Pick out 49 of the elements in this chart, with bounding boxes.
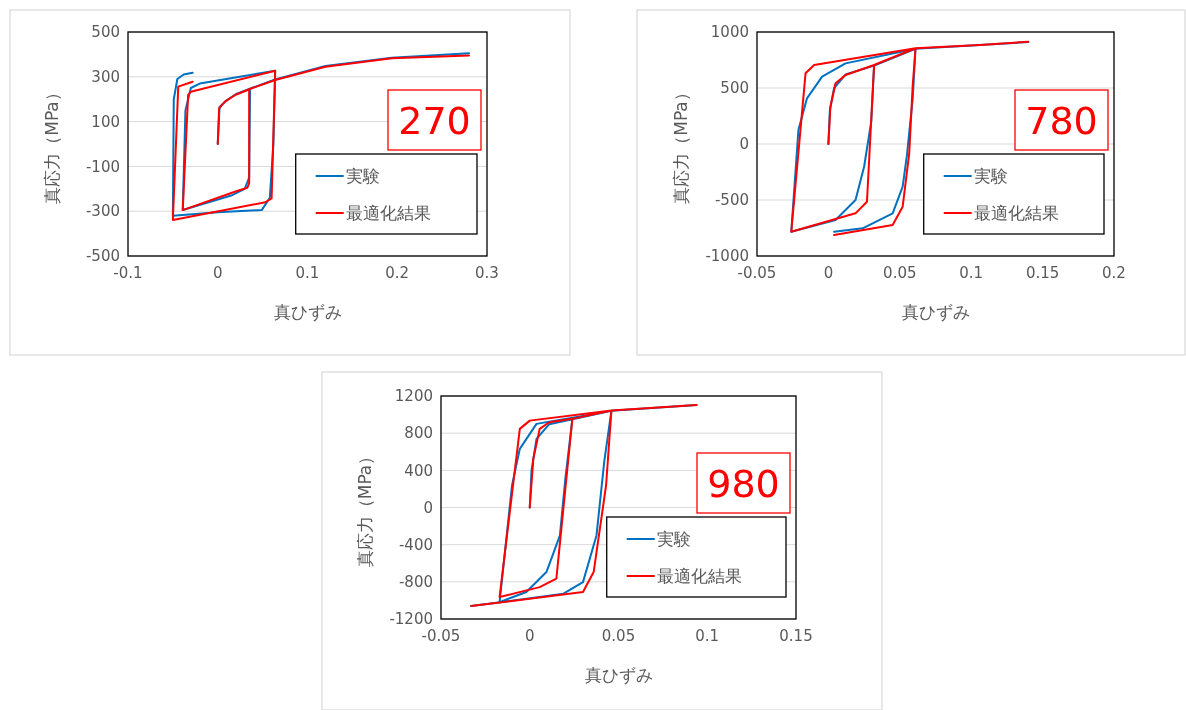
- x-tick-label: 0: [524, 627, 535, 645]
- y-tick-label: 300: [91, 68, 120, 87]
- y-axis-title: 真応力（MPa）: [42, 84, 62, 204]
- y-axis-title: 真応力（MPa）: [671, 84, 691, 204]
- x-tick-label: 0.1: [695, 627, 720, 645]
- x-tick-label: 0.15: [779, 627, 813, 645]
- legend-label: 実験: [973, 165, 1008, 186]
- y-tick-label: -400: [398, 535, 433, 554]
- x-axis-title: 真ひずみ: [273, 302, 342, 322]
- y-tick-label: 500: [91, 23, 120, 42]
- y-tick-label: -500: [85, 247, 120, 266]
- y-tick-label: 500: [720, 79, 749, 98]
- annotation: 980: [707, 461, 780, 506]
- x-tick-label: 0.3: [475, 264, 499, 282]
- x-tick-label: 0.2: [385, 264, 410, 282]
- x-tick-label: -0.05: [421, 627, 461, 645]
- legend-label: 実験: [656, 528, 691, 549]
- x-tick-label: 0.1: [295, 264, 320, 282]
- y-tick-label: 400: [404, 461, 433, 480]
- y-tick-label: -1000: [705, 247, 749, 266]
- y-tick-label: 0: [739, 135, 749, 154]
- x-axis-title: 真ひずみ: [901, 302, 970, 322]
- annotation: 780: [1025, 98, 1098, 143]
- legend-label: 最適化結果: [345, 202, 431, 223]
- x-tick-label: 0.1: [959, 264, 984, 282]
- x-tick-label: 0.05: [883, 264, 917, 282]
- x-tick-label: 0: [212, 264, 223, 282]
- y-tick-label: 0: [423, 498, 433, 517]
- x-tick-label: -0.1: [113, 264, 143, 282]
- legend-label: 最適化結果: [656, 565, 742, 586]
- y-tick-label: 1000: [710, 23, 749, 42]
- y-tick-label: -800: [398, 573, 433, 592]
- x-axis-title: 真ひずみ: [584, 665, 653, 685]
- x-tick-label: -0.05: [737, 264, 777, 282]
- y-tick-label: 100: [91, 112, 120, 131]
- legend-label: 最適化結果: [973, 202, 1059, 223]
- y-axis-title: 真応力（MPa）: [355, 447, 375, 568]
- x-tick-label: 0.05: [601, 627, 636, 645]
- annotation: 270: [398, 98, 471, 143]
- y-tick-label: -100: [85, 157, 120, 176]
- y-tick-label: 1200: [394, 387, 433, 406]
- y-tick-label: -300: [85, 202, 120, 221]
- x-tick-label: 0.15: [1025, 264, 1060, 282]
- y-tick-label: 800: [404, 424, 433, 443]
- x-tick-label: 0: [823, 264, 834, 282]
- y-tick-label: -1200: [389, 610, 433, 629]
- x-tick-label: 0.2: [1102, 264, 1126, 282]
- y-tick-label: -500: [714, 191, 749, 210]
- legend-label: 実験: [345, 165, 380, 186]
